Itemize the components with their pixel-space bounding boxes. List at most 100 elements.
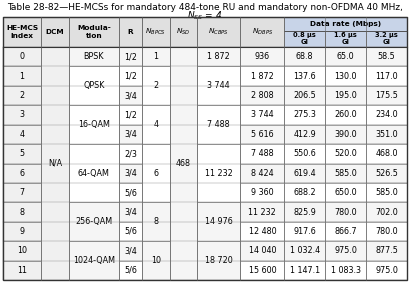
Text: 15 600: 15 600 (248, 266, 276, 275)
Text: 866.7: 866.7 (333, 227, 356, 236)
Bar (68, 47, 119, 66)
Text: 780.0: 780.0 (333, 208, 356, 216)
Bar (283, 202, 324, 222)
Text: 117.0: 117.0 (374, 72, 397, 81)
Bar (283, 164, 324, 183)
Bar (283, 241, 324, 261)
Text: 526.5: 526.5 (374, 169, 397, 178)
Text: 58.5: 58.5 (377, 52, 394, 61)
Bar (283, 183, 324, 202)
Text: R: R (128, 29, 133, 35)
Bar (3, 183, 406, 202)
Bar (365, 222, 406, 241)
Bar (68, 66, 119, 105)
Bar (119, 125, 142, 144)
Text: 5: 5 (20, 149, 25, 158)
Bar (365, 66, 406, 86)
Bar (3, 144, 41, 164)
Text: 3/4: 3/4 (124, 169, 137, 178)
Bar (142, 202, 169, 241)
Text: 7 488: 7 488 (250, 149, 273, 158)
Bar (3, 261, 41, 280)
Text: Modula-
tion: Modula- tion (77, 26, 110, 39)
Text: 18 720: 18 720 (204, 256, 232, 265)
Text: 688.2: 688.2 (292, 188, 315, 197)
Bar (119, 17, 142, 47)
Text: 68.8: 68.8 (295, 52, 312, 61)
Bar (3, 66, 41, 86)
Text: 275.3: 275.3 (292, 110, 315, 120)
Bar (240, 183, 283, 202)
Bar (365, 183, 406, 202)
Text: 5/6: 5/6 (124, 188, 137, 197)
Text: 1: 1 (153, 52, 158, 61)
Text: 550.6: 550.6 (292, 149, 315, 158)
Text: 11 232: 11 232 (204, 169, 232, 178)
Bar (68, 202, 119, 241)
Bar (283, 105, 324, 125)
Text: 1/2: 1/2 (124, 72, 137, 81)
Text: 6: 6 (153, 169, 158, 178)
Bar (119, 261, 142, 280)
Text: 206.5: 206.5 (292, 91, 315, 100)
Text: 7: 7 (20, 188, 25, 197)
Bar (365, 125, 406, 144)
Text: 65.0: 65.0 (336, 52, 353, 61)
Bar (142, 105, 169, 144)
Text: 6: 6 (20, 169, 25, 178)
Bar (365, 164, 406, 183)
Text: 9: 9 (20, 227, 25, 236)
Bar (365, 202, 406, 222)
Text: 11: 11 (17, 266, 27, 275)
Bar (324, 183, 365, 202)
Text: N/A: N/A (48, 159, 62, 168)
Text: 4: 4 (20, 130, 25, 139)
Text: 256-QAM: 256-QAM (75, 217, 112, 226)
Bar (3, 105, 406, 125)
Bar (119, 144, 142, 164)
Bar (365, 241, 406, 261)
Text: Data rate (Mbps): Data rate (Mbps) (309, 21, 380, 27)
Text: $N_{CBPS}$: $N_{CBPS}$ (208, 27, 229, 37)
Text: 412.9: 412.9 (292, 130, 315, 139)
Text: 137.6: 137.6 (292, 72, 315, 81)
Bar (169, 47, 196, 280)
Bar (283, 17, 406, 31)
Bar (365, 31, 406, 47)
Bar (324, 261, 365, 280)
Text: 585.0: 585.0 (374, 188, 397, 197)
Text: 10: 10 (151, 256, 160, 265)
Bar (41, 47, 68, 280)
Bar (119, 222, 142, 241)
Bar (142, 47, 169, 66)
Bar (324, 125, 365, 144)
Bar (119, 66, 142, 86)
Bar (324, 164, 365, 183)
Bar (283, 86, 324, 105)
Bar (3, 222, 406, 241)
Text: 351.0: 351.0 (374, 130, 397, 139)
Bar (196, 105, 240, 144)
Bar (119, 183, 142, 202)
Bar (324, 222, 365, 241)
Text: 1.6 μs
GI: 1.6 μs GI (333, 32, 356, 45)
Bar (3, 66, 406, 86)
Bar (3, 183, 41, 202)
Bar (196, 66, 240, 105)
Bar (3, 86, 41, 105)
Text: 16-QAM: 16-QAM (78, 120, 110, 129)
Bar (3, 222, 41, 241)
Text: 260.0: 260.0 (333, 110, 356, 120)
Text: 12 480: 12 480 (248, 227, 276, 236)
Bar (68, 241, 119, 280)
Bar (240, 164, 283, 183)
Text: 0.8 μs
GI: 0.8 μs GI (292, 32, 315, 45)
Text: 3.2 μs
GI: 3.2 μs GI (374, 32, 397, 45)
Text: 1/2: 1/2 (124, 52, 137, 61)
Bar (196, 47, 240, 66)
Text: 825.9: 825.9 (292, 208, 315, 216)
Bar (324, 105, 365, 125)
Text: $N_{SS}$ = 4: $N_{SS}$ = 4 (187, 10, 222, 22)
Bar (68, 144, 119, 202)
Bar (3, 105, 41, 125)
